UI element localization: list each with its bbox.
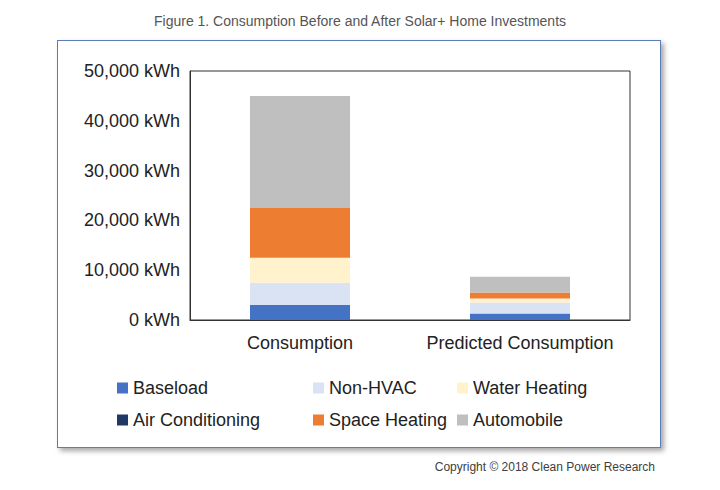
svg-text:Copyright © 2018 Clean Power R: Copyright © 2018 Clean Power Research bbox=[435, 460, 655, 474]
svg-text:Water Heating: Water Heating bbox=[473, 378, 587, 398]
svg-text:40,000 kWh: 40,000 kWh bbox=[84, 111, 180, 131]
svg-text:Space Heating: Space Heating bbox=[329, 410, 447, 430]
svg-text:20,000 kWh: 20,000 kWh bbox=[84, 210, 180, 230]
svg-text:10,000 kWh: 10,000 kWh bbox=[84, 260, 180, 280]
svg-text:Automobile: Automobile bbox=[473, 410, 563, 430]
svg-text:Predicted Consumption: Predicted Consumption bbox=[426, 333, 613, 353]
svg-text:Figure 1. Consumption Before a: Figure 1. Consumption Before and After S… bbox=[154, 13, 566, 29]
svg-text:Air Conditioning: Air Conditioning bbox=[133, 410, 260, 430]
svg-text:Baseload: Baseload bbox=[133, 378, 208, 398]
svg-text:0 kWh: 0 kWh bbox=[129, 310, 180, 330]
svg-text:50,000 kWh: 50,000 kWh bbox=[84, 61, 180, 81]
svg-text:Consumption: Consumption bbox=[247, 333, 353, 353]
svg-text:Non-HVAC: Non-HVAC bbox=[329, 378, 417, 398]
svg-text:30,000 kWh: 30,000 kWh bbox=[84, 161, 180, 181]
